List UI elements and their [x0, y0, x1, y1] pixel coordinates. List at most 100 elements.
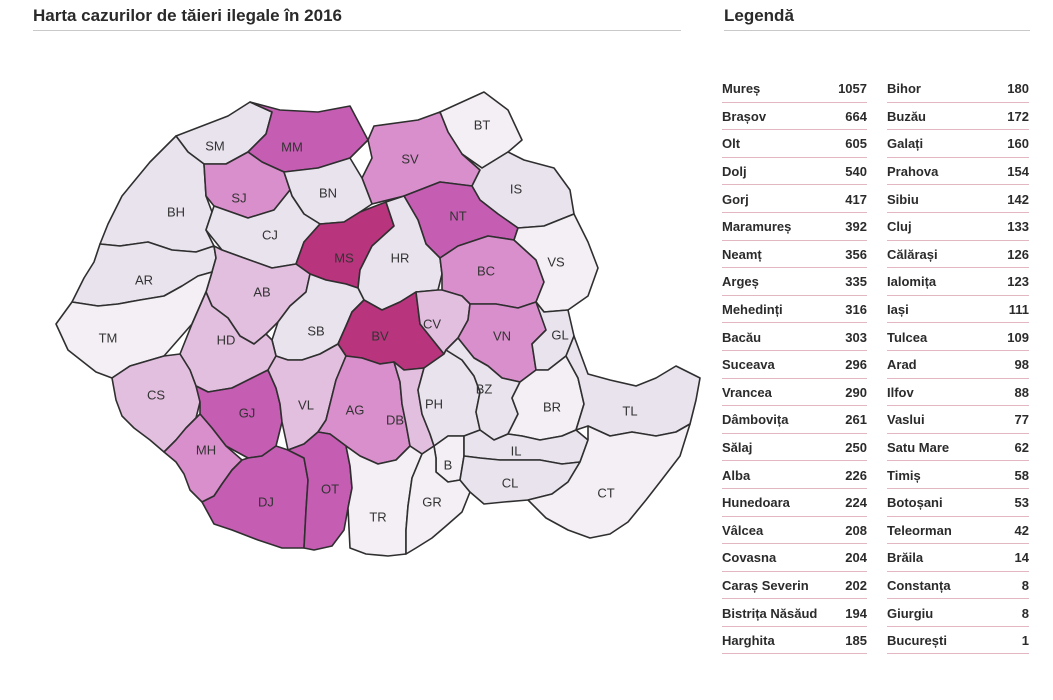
legend-county-name: București [887, 633, 947, 649]
legend-county-name: Vrancea [722, 384, 772, 400]
county-label-tr: TR [369, 509, 386, 524]
legend-county-value: 226 [845, 467, 867, 483]
legend-county-value: 1057 [838, 81, 867, 97]
legend-county-value: 142 [1007, 191, 1029, 207]
county-label-sj: SJ [231, 190, 246, 205]
legend-row: Giurgiu 8 [887, 600, 1029, 627]
legend-row: Neamț 356 [722, 242, 867, 269]
county-label-bh: BH [167, 204, 185, 219]
legend-county-name: Harghita [722, 633, 775, 649]
legend-county-value: 58 [1014, 467, 1029, 483]
county-label-bc: BC [477, 263, 495, 278]
legend-row: Vrancea 290 [722, 380, 867, 407]
legend-column-right: Bihor 180 Buzău 172 Galați 160 Prahova 154 Sibiu… [887, 76, 1029, 655]
county-label-gj: GJ [239, 405, 256, 420]
legend-row: Prahova 154 [887, 159, 1029, 186]
county-label-mm: MM [281, 139, 303, 154]
legend-county-value: 172 [1007, 108, 1029, 124]
map-title: Harta cazurilor de tăieri ilegale în 201… [33, 6, 681, 31]
legend-row: Constanța 8 [887, 573, 1029, 600]
legend-county-name: Dâmbovița [722, 412, 789, 428]
legend-row: Botoșani 53 [887, 490, 1029, 517]
legend-row: Bistrița Năsăud 194 [722, 600, 867, 627]
legend-row: Maramureș 392 [722, 214, 867, 241]
county-label-bt: BT [474, 117, 491, 132]
legend-row: Buzău 172 [887, 104, 1029, 131]
legend-county-value: 316 [845, 302, 867, 318]
legend-county-value: 208 [845, 522, 867, 538]
legend-county-value: 194 [845, 605, 867, 621]
legend-county-value: 303 [845, 329, 867, 345]
legend-county-value: 290 [845, 384, 867, 400]
legend-county-value: 14 [1014, 550, 1029, 566]
legend-county-value: 154 [1007, 164, 1029, 180]
county-label-ab: AB [253, 284, 270, 299]
legend-row: Sibiu 142 [887, 186, 1029, 213]
legend-row: Caraș Severin 202 [722, 573, 867, 600]
legend-county-name: Teleorman [887, 522, 952, 538]
legend-county-name: Caraș Severin [722, 577, 809, 593]
legend-row: Brașov 664 [722, 104, 867, 131]
legend-county-value: 185 [845, 633, 867, 649]
legend-county-value: 8 [1021, 605, 1029, 621]
county-label-ot: OT [321, 481, 339, 496]
legend-county-name: Neamț [722, 246, 762, 262]
legend-row: Bihor 180 [887, 76, 1029, 103]
county-label-vl: VL [298, 397, 314, 412]
legend-row: Hunedoara 224 [722, 490, 867, 517]
legend-title: Legendă [724, 6, 1030, 31]
legend-county-value: 88 [1014, 384, 1029, 400]
legend-row: Harghita 185 [722, 628, 867, 655]
legend-row: Timiș 58 [887, 462, 1029, 489]
legend-row: Dâmbovița 261 [722, 407, 867, 434]
legend-county-name: Ialomița [887, 274, 937, 290]
legend-county-name: Sălaj [722, 440, 753, 456]
legend-county-name: Mehedinți [722, 302, 783, 318]
legend-row: Brăila 14 [887, 545, 1029, 572]
legend-county-value: 261 [845, 412, 867, 428]
legend-county-name: Maramureș [722, 219, 792, 235]
legend-county-value: 160 [1007, 136, 1029, 152]
legend-row: Cluj 133 [887, 214, 1029, 241]
county-label-vs: VS [547, 254, 565, 269]
legend-county-name: Iași [887, 302, 909, 318]
legend-county-name: Mureș [722, 81, 761, 97]
legend-county-value: 133 [1007, 219, 1029, 235]
legend-county-value: 202 [845, 577, 867, 593]
legend-county-name: Brașov [722, 108, 767, 124]
legend-county-value: 335 [845, 274, 867, 290]
legend-row: Mureș 1057 [722, 76, 867, 103]
legend-row: Iași 111 [887, 297, 1029, 324]
county-label-br: BR [543, 399, 561, 414]
legend-county-name: Cluj [887, 219, 912, 235]
legend-county-name: Brăila [887, 550, 924, 566]
county-ct [527, 423, 691, 539]
county-label-vn: VN [493, 328, 511, 343]
legend-row: Bacău 303 [722, 324, 867, 351]
county-label-gr: GR [422, 494, 442, 509]
legend-county-name: Suceava [722, 357, 775, 373]
legend-row: Mehedinți 316 [722, 297, 867, 324]
county-label-mh: MH [196, 442, 216, 457]
county-label-sb: SB [307, 323, 324, 338]
legend-county-name: Prahova [887, 164, 939, 180]
legend-county-name: Vâlcea [722, 522, 764, 538]
legend-row: Gorj 417 [722, 186, 867, 213]
county-ot [287, 431, 353, 551]
legend-county-name: Constanța [887, 577, 951, 593]
legend-row: Arad 98 [887, 352, 1029, 379]
legend-county-name: Ilfov [887, 384, 914, 400]
legend-county-name: Satu Mare [887, 440, 950, 456]
legend-row: Călărași 126 [887, 242, 1029, 269]
county-label-sv: SV [401, 151, 419, 166]
legend-county-value: 77 [1014, 412, 1029, 428]
legend-row: Vâlcea 208 [722, 518, 867, 545]
legend-county-value: 123 [1007, 274, 1029, 290]
county-label-ph: PH [425, 396, 443, 411]
legend-row: Covasna 204 [722, 545, 867, 572]
county-label-nt: NT [449, 208, 466, 223]
legend-row: Argeș 335 [722, 269, 867, 296]
legend-county-value: 126 [1007, 246, 1029, 262]
county-tl [565, 335, 701, 437]
legend-row: Sălaj 250 [722, 435, 867, 462]
